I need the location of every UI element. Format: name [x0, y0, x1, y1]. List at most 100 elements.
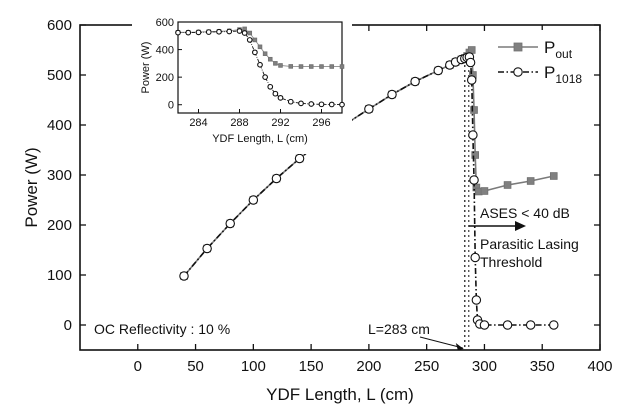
main-series: [179, 46, 559, 330]
inset-p1018-point: [272, 90, 279, 97]
reference-lines: [464, 55, 470, 350]
inset-pout-point: [262, 51, 268, 56]
legend-pout-label: Pout: [544, 38, 573, 61]
inset-pout-point: [247, 30, 253, 36]
p1018-point: [471, 295, 482, 305]
pout-point: [549, 172, 558, 180]
legend-p1018-sub: 1018: [555, 72, 582, 86]
pout-point: [503, 181, 512, 189]
p1018-point: [410, 76, 420, 87]
inset-pout-point: [267, 56, 273, 62]
legend-pout-sub: out: [555, 47, 572, 61]
annotations: OC Reflectivity : 10 % L=283 cm ASES < 40 …: [94, 205, 579, 350]
p1018-point: [525, 320, 536, 330]
inset-p1018-point: [175, 29, 181, 36]
inset-p1018-point: [277, 94, 284, 101]
x-tick-label: 350: [530, 358, 555, 375]
inset-p1018-point: [262, 74, 268, 81]
inset-chart: 284 288 292 296 0 200 400 600 YDF Length, L (cm)…: [132, 6, 352, 154]
x-tick-label: 50: [187, 358, 204, 375]
legend-box: [492, 30, 592, 84]
y-tick-label: 0: [64, 317, 72, 334]
p1018-point: [225, 218, 235, 229]
x-tick-label: 150: [299, 358, 324, 375]
inset-p1018-point: [185, 29, 192, 36]
p1018-point: [466, 75, 477, 85]
inset-y-tick-label: 0: [168, 100, 174, 112]
p1018-point: [271, 173, 282, 184]
inset-series: [175, 26, 345, 108]
y-tick-label: 500: [47, 67, 72, 84]
inset-p1018-point: [241, 30, 248, 36]
inset-x-tick-label: 292: [271, 117, 289, 129]
inset-p1018-point: [236, 28, 243, 34]
p1018-point: [470, 252, 480, 263]
inset-pout-point: [339, 64, 345, 69]
y-axis-title: Power (W): [22, 147, 41, 227]
inset-pout-point: [308, 64, 314, 69]
inset-pout-point: [278, 63, 283, 68]
x-tick-label: 200: [356, 358, 381, 375]
p1018-point: [387, 89, 397, 100]
inset-y-tick-label: 200: [156, 72, 174, 84]
inset-p1018-point: [298, 100, 304, 107]
inset-pout-point: [319, 64, 324, 69]
inset-p1018-point: [339, 101, 345, 108]
inset-y-tick-label: 600: [156, 17, 174, 29]
pout-point: [470, 106, 478, 114]
p1018-point: [465, 57, 476, 68]
p1018-point: [202, 243, 212, 254]
x-tick-label: 400: [587, 358, 612, 375]
x-axis-title: YDF Length, L (cm): [266, 385, 414, 404]
p1018-point: [248, 195, 259, 205]
length-label: L=283 cm: [368, 321, 430, 337]
x-tick-label: 300: [472, 358, 497, 375]
inset-x-axis-title: YDF Length, L (cm): [212, 133, 308, 145]
y-tick-label: 400: [47, 117, 72, 134]
inset-p1018-point: [195, 29, 202, 36]
inset-x-tick-label: 296: [312, 117, 330, 129]
inset-p1018-point: [205, 29, 212, 35]
inset-pout-point: [298, 64, 304, 69]
pout-point: [471, 151, 479, 159]
inset-p1018-point: [318, 101, 325, 108]
legend-p1018-marker: [513, 67, 523, 77]
x-tick-label: 0: [134, 358, 142, 375]
y-tick-label: 300: [47, 167, 72, 184]
y-tick-label: 600: [47, 17, 72, 34]
ases-label: ASES < 40 dB: [480, 205, 570, 221]
length-arrow: [419, 336, 463, 349]
x-tick-label: 100: [241, 358, 266, 375]
length-arrow-head: [455, 343, 464, 350]
threshold-arrow-head: [515, 221, 526, 231]
p1018-point: [468, 130, 478, 140]
p1018-point: [294, 153, 305, 164]
inset-y-axis-title: Power (W): [140, 42, 152, 94]
p1018-point: [364, 104, 374, 114]
parasitic-label-2: Threshold: [480, 254, 542, 270]
legend-p1018-main: P: [544, 63, 555, 82]
inset-y-tick-label: 400: [156, 45, 174, 57]
inset-pout-point: [252, 37, 258, 43]
inset-p1018-point: [226, 28, 233, 35]
inset-p1018-point: [287, 98, 294, 105]
p1018-point: [433, 65, 443, 76]
inset-x-tick-label: 288: [230, 117, 248, 129]
inset-pout-point: [288, 64, 294, 69]
inset-p1018-point: [267, 83, 274, 90]
inset-p1018-point: [257, 61, 263, 68]
inset-pout-point: [257, 44, 263, 50]
inset-p1018-point: [308, 101, 315, 107]
inset-x-tick-label: 284: [189, 117, 207, 129]
pout-point: [526, 177, 535, 185]
p1018-point: [479, 320, 490, 330]
x-tick-label: 250: [414, 358, 439, 375]
pout-point: [480, 187, 489, 195]
inset-pout-point: [273, 61, 278, 66]
inset-p1018-point: [252, 49, 258, 56]
inset-p1018-line: [178, 30, 343, 106]
p1018-point: [179, 271, 189, 281]
legend-p1018-label: P1018: [544, 63, 582, 86]
